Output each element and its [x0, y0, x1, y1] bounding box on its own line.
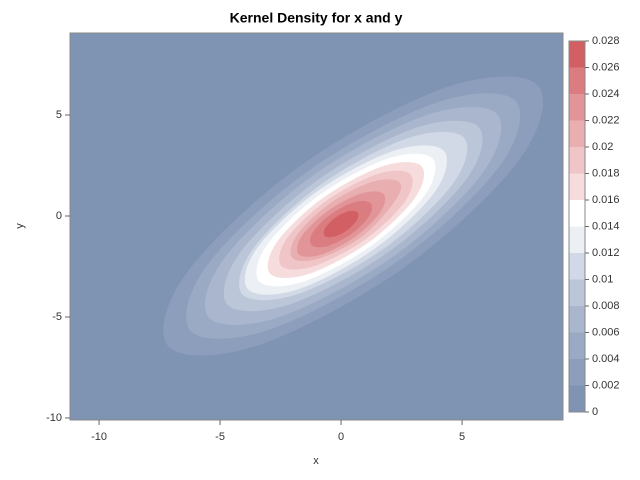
colorbar-band [569, 41, 585, 68]
colorbar-tick-label: 0.004 [592, 353, 620, 365]
colorbar-tick-label: 0.012 [592, 247, 620, 259]
chart-title: Kernel Density for x and y [230, 10, 403, 26]
x-tick-label: 5 [459, 431, 465, 443]
colorbar-tick-label: 0.024 [592, 88, 620, 100]
colorbar-band [569, 385, 585, 412]
colorbar-tick-label: 0 [592, 406, 598, 418]
y-tick-label: 5 [56, 109, 62, 121]
colorbar-tick-label: 0.008 [592, 300, 620, 312]
colorbar-band [569, 173, 585, 200]
y-axis-label: y [14, 223, 26, 229]
x-axis-label: x [313, 455, 319, 467]
colorbar-band [569, 226, 585, 253]
colorbar-tick-label: 0.026 [592, 61, 620, 73]
colorbar-tick-label: 0.02 [592, 141, 613, 153]
colorbar-band [569, 147, 585, 174]
colorbar-tick-label: 0.006 [592, 326, 620, 338]
colorbar-tick-label: 0.01 [592, 273, 613, 285]
x-tick-label: -5 [215, 431, 225, 443]
x-tick-label: 0 [338, 431, 344, 443]
y-tick-label: -10 [46, 412, 62, 424]
colorbar-band [569, 306, 585, 333]
contour-region [323, 210, 359, 238]
x-tick-label: -10 [91, 431, 107, 443]
colorbar-band [569, 67, 585, 94]
colorbar-tick-label: 0.028 [592, 35, 620, 47]
colorbar-tick-label: 0.002 [592, 379, 620, 391]
colorbar-band [569, 332, 585, 359]
plot-frame [69, 32, 564, 421]
colorbar-band [569, 120, 585, 147]
colorbar-band [569, 200, 585, 227]
colorbar-tick-label: 0.018 [592, 167, 620, 179]
colorbar-band [569, 279, 585, 306]
colorbar-tick-label: 0.022 [592, 114, 620, 126]
colorbar-tick-label: 0.014 [592, 220, 620, 232]
colorbar-band [569, 94, 585, 121]
colorbar-band [569, 359, 585, 386]
colorbar-band [569, 253, 585, 280]
y-tick-label: -5 [52, 311, 62, 323]
y-tick-label: 0 [56, 210, 62, 222]
colorbar-tick-label: 0.016 [592, 194, 620, 206]
